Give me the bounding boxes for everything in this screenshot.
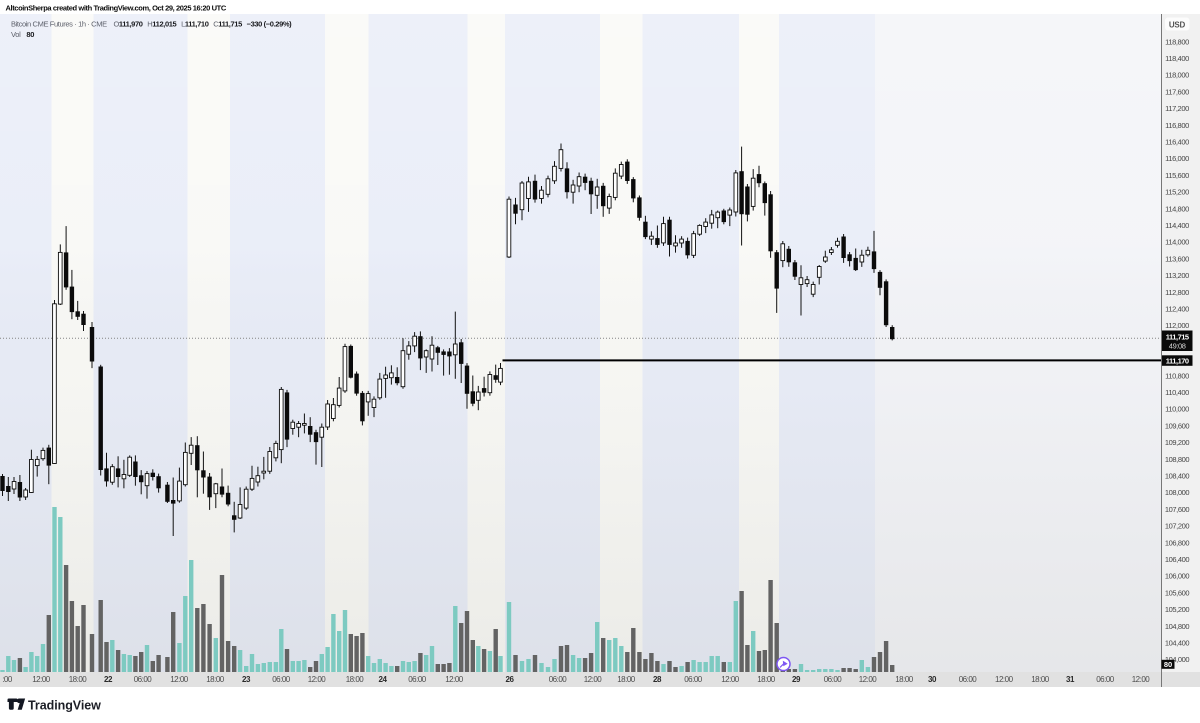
- svg-text:116,800: 116,800: [1165, 121, 1189, 130]
- svg-text:114,400: 114,400: [1165, 221, 1189, 230]
- svg-text:118,000: 118,000: [1165, 71, 1189, 80]
- svg-text:26: 26: [506, 675, 515, 684]
- svg-text:TradingView: TradingView: [28, 699, 101, 713]
- svg-text:112,400: 112,400: [1165, 305, 1189, 314]
- svg-text:30: 30: [928, 675, 937, 684]
- svg-text:107,600: 107,600: [1165, 505, 1190, 514]
- svg-text:116,000: 116,000: [1165, 154, 1189, 163]
- svg-text:108,800: 108,800: [1165, 455, 1190, 464]
- svg-text:23: 23: [242, 675, 251, 684]
- svg-text:118,400: 118,400: [1165, 54, 1189, 63]
- svg-text:114,800: 114,800: [1165, 204, 1189, 213]
- svg-text:06:00: 06:00: [824, 675, 843, 684]
- svg-text:06:00: 06:00: [684, 675, 703, 684]
- svg-text:110,800: 110,800: [1165, 371, 1189, 380]
- svg-text:108,400: 108,400: [1165, 472, 1190, 481]
- svg-text:18:00: 18:00: [1031, 675, 1050, 684]
- svg-text:06:00: 06:00: [272, 675, 291, 684]
- svg-text:06:00: 06:00: [1096, 675, 1115, 684]
- svg-text:06:00: 06:00: [959, 675, 978, 684]
- svg-text:12:00: 12:00: [721, 675, 740, 684]
- svg-text:106,000: 106,000: [1165, 572, 1190, 581]
- svg-text:12:00: 12:00: [308, 675, 327, 684]
- svg-text:Bitcoin CME Futures · 1h · CME: Bitcoin CME Futures · 1h · CME O111,970 …: [11, 19, 292, 28]
- svg-text:108,000: 108,000: [1165, 488, 1190, 497]
- svg-text:06:00: 06:00: [134, 675, 153, 684]
- svg-text:117,200: 117,200: [1165, 104, 1189, 113]
- svg-text:12:00: 12:00: [584, 675, 603, 684]
- svg-text:112,000: 112,000: [1165, 321, 1189, 330]
- svg-text:111,170: 111,170: [1166, 356, 1189, 365]
- svg-text:12:00: 12:00: [32, 675, 51, 684]
- svg-text:18:00: 18:00: [346, 675, 365, 684]
- svg-text::00: :00: [2, 675, 13, 684]
- svg-text:06:00: 06:00: [408, 675, 427, 684]
- svg-text:111,715: 111,715: [1166, 333, 1189, 342]
- svg-text:18:00: 18:00: [757, 675, 776, 684]
- svg-text:115,200: 115,200: [1165, 188, 1189, 197]
- svg-text:12:00: 12:00: [445, 675, 464, 684]
- svg-text:18:00: 18:00: [69, 675, 88, 684]
- svg-text:114,000: 114,000: [1165, 238, 1189, 247]
- svg-text:115,600: 115,600: [1165, 171, 1189, 180]
- svg-text:80: 80: [1164, 660, 1172, 669]
- svg-text:22: 22: [104, 675, 113, 684]
- svg-text:110,000: 110,000: [1165, 405, 1189, 414]
- svg-text:29: 29: [792, 675, 801, 684]
- svg-text:18:00: 18:00: [895, 675, 914, 684]
- svg-text:28: 28: [653, 675, 662, 684]
- svg-text:106,800: 106,800: [1165, 538, 1190, 547]
- svg-text:18:00: 18:00: [617, 675, 636, 684]
- svg-text:110,400: 110,400: [1165, 388, 1189, 397]
- svg-text:109,600: 109,600: [1165, 421, 1190, 430]
- svg-text:12:00: 12:00: [859, 675, 878, 684]
- svg-text:112,800: 112,800: [1165, 288, 1189, 297]
- svg-text:49:08: 49:08: [1169, 341, 1186, 350]
- svg-text:104,400: 104,400: [1165, 639, 1190, 648]
- svg-text:118,800: 118,800: [1165, 37, 1189, 46]
- svg-text:31: 31: [1066, 675, 1075, 684]
- svg-text:105,600: 105,600: [1165, 588, 1190, 597]
- svg-text:117,600: 117,600: [1165, 87, 1189, 96]
- svg-text:12:00: 12:00: [170, 675, 189, 684]
- svg-text:12:00: 12:00: [995, 675, 1014, 684]
- svg-text:109,200: 109,200: [1165, 438, 1190, 447]
- svg-text:AltcoinSherpa created with Tra: AltcoinSherpa created with TradingView.c…: [6, 4, 227, 13]
- svg-text:106,400: 106,400: [1165, 555, 1190, 564]
- svg-text:18:00: 18:00: [206, 675, 225, 684]
- svg-text:105,200: 105,200: [1165, 605, 1190, 614]
- svg-text:107,200: 107,200: [1165, 522, 1190, 531]
- svg-text:116,400: 116,400: [1165, 138, 1189, 147]
- svg-text:06:00: 06:00: [549, 675, 568, 684]
- svg-text:USD: USD: [1169, 21, 1186, 30]
- svg-text:12:00: 12:00: [1132, 675, 1151, 684]
- svg-text:113,200: 113,200: [1165, 271, 1189, 280]
- svg-text:104,000: 104,000: [1165, 655, 1190, 664]
- svg-text:104,800: 104,800: [1165, 622, 1190, 631]
- svg-text:24: 24: [379, 675, 388, 684]
- svg-text:113,600: 113,600: [1165, 254, 1189, 263]
